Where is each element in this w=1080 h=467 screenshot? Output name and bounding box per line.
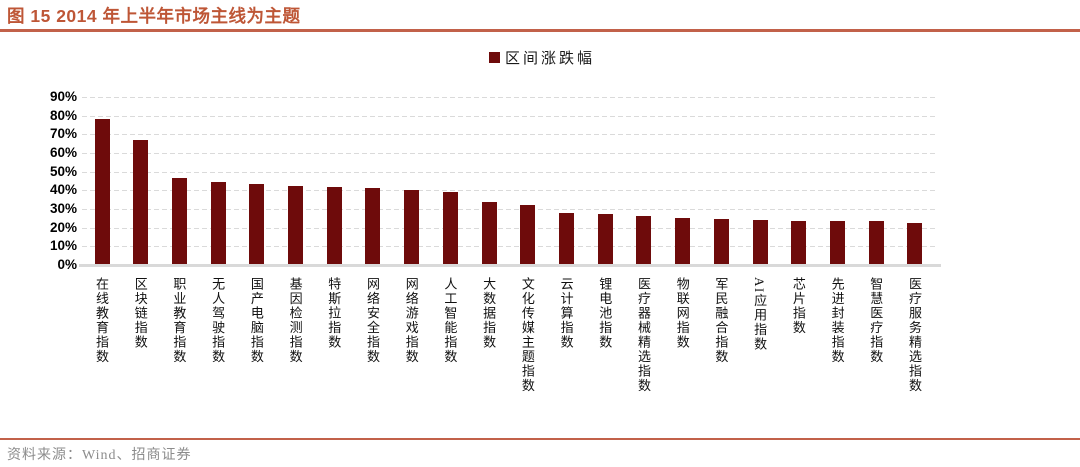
bar: [597, 214, 613, 264]
y-axis-tick-label: 60%: [49, 145, 77, 160]
legend-swatch-icon: [489, 51, 500, 63]
bar: [481, 202, 497, 264]
x-axis-category-label: 大数据指数: [481, 277, 497, 350]
x-axis-category-label: 人工智能指数: [442, 277, 458, 364]
bar: [520, 205, 536, 264]
x-axis-category-label: 芯片指数: [790, 277, 806, 335]
bar: [752, 219, 768, 264]
gridline: [82, 227, 936, 229]
x-axis-category-label: AI应用指数: [752, 277, 768, 352]
y-axis-tick-label: 20%: [49, 219, 77, 235]
x-axis-category-label: 网络安全指数: [364, 277, 380, 364]
title-underline: [0, 29, 1080, 32]
x-axis-category-label: 医疗器械精选指数: [635, 277, 651, 393]
bar: [171, 178, 187, 264]
bar: [559, 213, 575, 264]
bar: [675, 218, 691, 264]
bar: [868, 221, 884, 264]
x-axis-category-label: 物联网指数: [674, 277, 690, 350]
bar: [636, 215, 652, 264]
y-axis-tick-label: 0%: [57, 257, 77, 272]
gridline: [82, 97, 936, 98]
gridline: [82, 190, 936, 192]
x-axis-category-label: 文化传媒主题指数: [519, 277, 535, 393]
bar: [210, 181, 226, 264]
y-axis-tick-label: 10%: [49, 238, 77, 254]
bar: [288, 185, 304, 264]
y-axis-tick-label: 90%: [49, 89, 77, 104]
x-axis-category-label: 基因检测指数: [287, 277, 303, 364]
bar: [791, 220, 807, 264]
bar: [133, 139, 149, 264]
x-axis-category-label: 职业教育指数: [171, 277, 187, 364]
x-axis-line: [79, 264, 941, 267]
y-axis-tick-label: 70%: [49, 126, 77, 142]
x-axis-category-label: 军民融合指数: [713, 277, 729, 364]
x-axis-category-label: 国产电脑指数: [248, 277, 264, 364]
bar: [365, 187, 381, 264]
chart-legend: 区间涨跌幅: [489, 48, 596, 67]
x-axis-category-label: 云计算指数: [558, 277, 574, 350]
x-axis-category-label: 区块链指数: [132, 277, 148, 350]
x-axis-category-label: 锂电池指数: [597, 277, 613, 350]
y-axis-tick-label: 40%: [49, 182, 77, 198]
gridline: [82, 209, 936, 210]
gridline: [82, 246, 936, 248]
bar: [404, 190, 420, 264]
y-axis-tick-label: 80%: [49, 107, 77, 123]
bar: [94, 119, 110, 264]
bar-chart-plot-area: 0% 10% 20% 30% 40% 50% 60% 70% 80% 90% 在线教育指数 区块链指数…: [50, 89, 941, 393]
x-axis-category-label: 先进封装指数: [829, 277, 845, 364]
gridline: [82, 115, 936, 117]
figure-title: 图 15 2014 年上半年市场主线为主题: [7, 6, 301, 26]
bar: [713, 219, 729, 264]
x-axis-category-label: 智慧医疗指数: [868, 277, 884, 364]
x-axis-category-label: 特斯拉指数: [326, 277, 342, 350]
x-axis-category-label: 无人驾驶指数: [210, 277, 226, 364]
bar: [249, 183, 265, 264]
x-axis-category-label: 在线教育指数: [94, 277, 109, 364]
x-axis-category-label: 医疗服务精选指数: [906, 277, 922, 393]
footer-rule: [0, 438, 1080, 440]
y-axis-tick-label: 30%: [49, 201, 77, 216]
gridline: [82, 171, 936, 173]
bar: [442, 191, 458, 264]
y-axis-tick-label: 50%: [49, 163, 77, 179]
gridline: [82, 153, 936, 154]
x-axis-category-label: 网络游戏指数: [403, 277, 419, 364]
bar: [326, 186, 342, 264]
bar: [830, 221, 846, 264]
source-note: 资料来源：Wind、招商证券: [7, 448, 192, 463]
bar: [907, 222, 923, 264]
legend-label: 区间涨跌幅: [505, 50, 596, 67]
gridline: [82, 134, 936, 136]
